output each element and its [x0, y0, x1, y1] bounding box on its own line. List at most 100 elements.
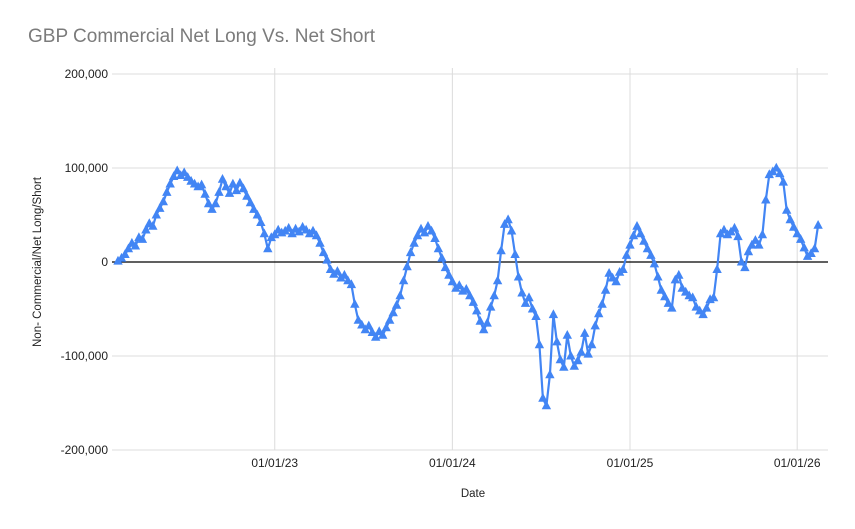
- data-point-marker: [754, 239, 764, 249]
- x-tick-label: 01/01/24: [429, 456, 476, 470]
- data-point-marker: [270, 229, 280, 239]
- data-point-marker: [489, 290, 499, 300]
- data-point-marker: [513, 271, 524, 281]
- data-point-marker: [541, 400, 552, 410]
- data-point-marker: [378, 330, 388, 339]
- data-point-marker: [311, 230, 322, 240]
- data-point-marker: [249, 204, 259, 213]
- y-tick-label: 0: [101, 255, 108, 269]
- x-tick-label: 01/01/25: [607, 456, 654, 470]
- data-point-marker: [444, 269, 454, 279]
- data-point-marker: [534, 339, 545, 349]
- data-point-marker: [137, 234, 148, 243]
- data-point-marker: [308, 225, 318, 235]
- data-point-marker: [148, 221, 158, 230]
- data-point-marker: [263, 243, 273, 253]
- data-point-marker: [367, 327, 377, 336]
- x-tick-label: 01/01/26: [774, 456, 821, 470]
- data-point-marker: [437, 252, 447, 262]
- data-point-marker: [482, 317, 492, 327]
- data-point-marker: [789, 221, 799, 231]
- data-point-marker: [388, 307, 398, 317]
- y-axis-title: Non- Commercial/Net Long/Short: [32, 176, 44, 348]
- x-tick-label: 01/01/23: [251, 456, 298, 470]
- data-point-marker: [782, 205, 792, 214]
- data-point-marker: [200, 189, 210, 198]
- data-point-marker: [590, 320, 600, 330]
- data-point-marker: [479, 324, 489, 334]
- data-point-marker: [792, 228, 802, 238]
- data-point-marker: [419, 227, 430, 237]
- data-point-marker: [771, 162, 781, 172]
- data-point-marker: [207, 204, 217, 213]
- data-point-marker: [499, 219, 510, 228]
- data-point-marker: [210, 198, 221, 208]
- data-point-marker: [169, 171, 179, 180]
- data-point-marker: [130, 240, 141, 250]
- data-point-marker: [531, 311, 541, 320]
- data-point-marker: [426, 225, 437, 235]
- data-point-marker: [632, 221, 642, 230]
- data-point-marker: [381, 322, 391, 332]
- data-point-marker: [405, 247, 416, 257]
- data-point-marker: [555, 354, 565, 364]
- data-point-marker: [155, 203, 165, 212]
- y-tick-label: -100,000: [61, 349, 109, 363]
- data-point-marker: [573, 355, 583, 365]
- data-point-marker: [141, 224, 151, 234]
- data-point-marker: [242, 190, 252, 200]
- data-point-marker: [496, 245, 506, 255]
- data-point-marker: [165, 178, 175, 188]
- data-point-marker: [256, 217, 266, 226]
- data-point-marker: [736, 256, 747, 266]
- y-tick-label: -200,000: [61, 443, 109, 457]
- data-point-marker: [566, 350, 576, 360]
- data-point-marker: [228, 178, 238, 188]
- data-point-marker: [120, 249, 130, 258]
- data-point-marker: [712, 264, 722, 273]
- data-point-marker: [172, 165, 182, 175]
- data-point-marker: [235, 177, 245, 187]
- data-point-marker: [179, 167, 189, 177]
- data-point-marker: [538, 393, 548, 402]
- series-markers: [113, 162, 823, 410]
- tick-labels: 200,000 100,000 0 -100,000 -200,000 01/01/23 0…: [61, 67, 821, 470]
- data-point-marker: [594, 308, 604, 318]
- data-point-marker: [461, 284, 471, 293]
- data-point-marker: [357, 319, 367, 329]
- data-point-marker: [151, 209, 161, 219]
- data-point-marker: [472, 305, 482, 315]
- data-point-marker: [486, 301, 496, 311]
- data-point-marker: [322, 254, 332, 264]
- data-point-marker: [465, 290, 475, 300]
- data-point-marker: [628, 230, 639, 240]
- data-point-marker: [625, 239, 635, 249]
- data-point-marker: [663, 298, 673, 307]
- data-point-marker: [667, 302, 677, 312]
- data-point-marker: [433, 243, 444, 253]
- data-point-marker: [761, 194, 771, 204]
- chart-title: GBP Commercial Net Long Vs. Net Short: [28, 26, 376, 47]
- data-point-marker: [475, 315, 485, 325]
- data-point-marker: [778, 176, 788, 186]
- data-point-marker: [506, 225, 517, 235]
- data-point-marker: [162, 187, 172, 196]
- data-point-marker: [524, 292, 534, 302]
- data-point-marker: [371, 331, 381, 341]
- data-point-marker: [284, 222, 294, 232]
- data-point-marker: [635, 228, 646, 238]
- data-point-marker: [409, 237, 419, 247]
- data-point-marker: [656, 284, 666, 294]
- data-point-marker: [576, 346, 586, 356]
- data-point-marker: [423, 221, 433, 230]
- data-point-marker: [604, 268, 614, 277]
- data-point-marker: [580, 328, 590, 337]
- data-point-marker: [318, 247, 329, 257]
- y-tick-label: 100,000: [65, 161, 109, 175]
- data-point-marker: [743, 246, 754, 256]
- data-point-marker: [196, 179, 207, 189]
- data-point-marker: [332, 266, 343, 275]
- data-point-marker: [430, 233, 440, 242]
- data-point-marker: [750, 235, 761, 244]
